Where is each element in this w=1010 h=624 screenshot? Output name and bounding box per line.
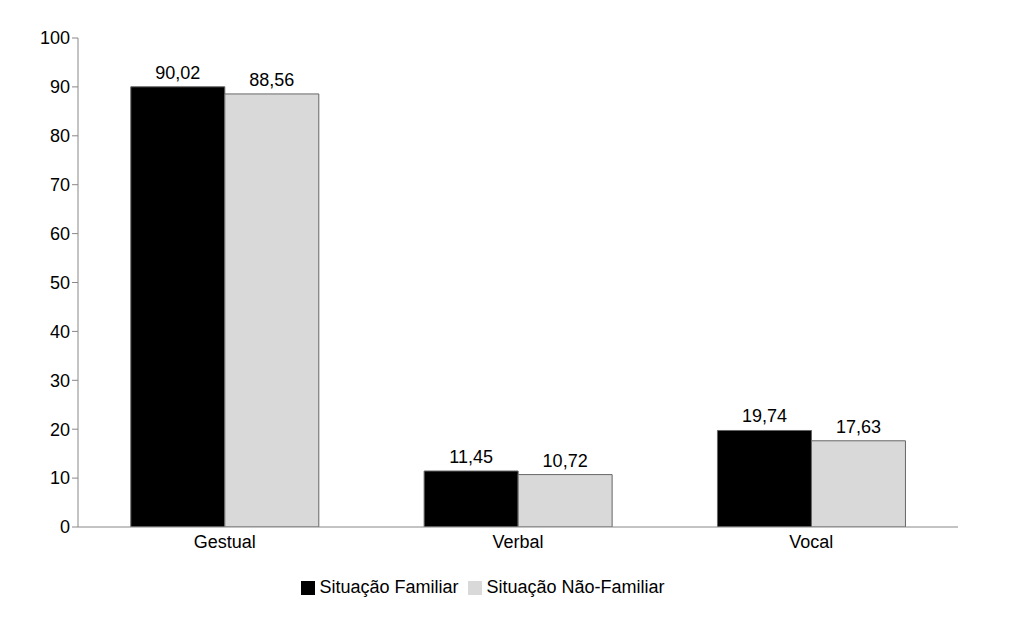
svg-text:10: 10 <box>50 468 70 488</box>
svg-text:17,63: 17,63 <box>836 417 881 437</box>
svg-text:90: 90 <box>50 77 70 97</box>
svg-text:Verbal: Verbal <box>492 532 543 552</box>
svg-text:50: 50 <box>50 273 70 293</box>
svg-text:10,72: 10,72 <box>543 451 588 471</box>
svg-text:60: 60 <box>50 224 70 244</box>
svg-text:88,56: 88,56 <box>249 70 294 90</box>
svg-text:0: 0 <box>60 517 70 537</box>
svg-text:70: 70 <box>50 175 70 195</box>
svg-text:40: 40 <box>50 322 70 342</box>
svg-text:30: 30 <box>50 371 70 391</box>
svg-text:100: 100 <box>40 28 70 48</box>
svg-text:20: 20 <box>50 420 70 440</box>
html-text:Situação Não-Familiar: Situação Não-Familiar <box>486 577 665 597</box>
svg-text:80: 80 <box>50 126 70 146</box>
svg-text:Gestual: Gestual <box>194 532 256 552</box>
svg-text:19,74: 19,74 <box>742 406 787 426</box>
svg-text:11,45: 11,45 <box>449 447 493 467</box>
svg-text:90,02: 90,02 <box>155 63 200 83</box>
svg-text:Vocal: Vocal <box>789 532 833 552</box>
html-text:Situação Familiar: Situação Familiar <box>319 577 459 597</box>
